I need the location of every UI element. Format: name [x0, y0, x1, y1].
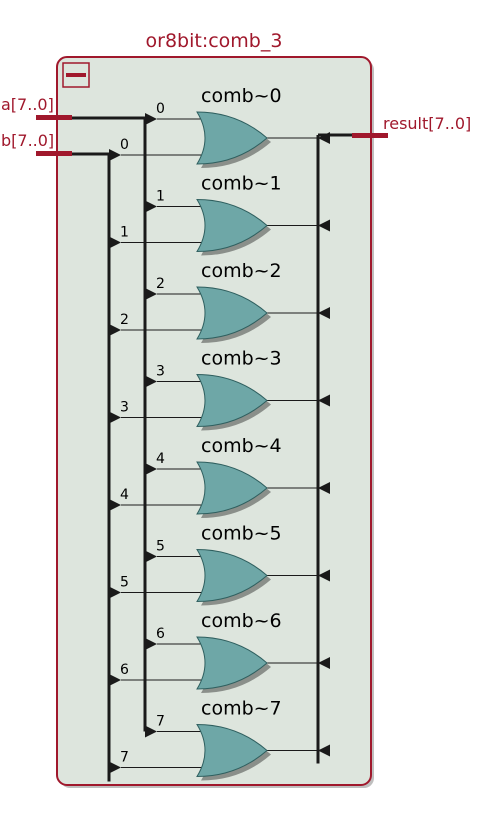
bus-a-tap-arrow — [145, 288, 157, 300]
input-b-bit-label: 0 — [120, 137, 129, 153]
port-result[interactable]: result[7..0] — [352, 114, 471, 138]
port-b-label: b[7..0] — [1, 131, 54, 150]
or-gate-body[interactable] — [196, 286, 268, 340]
minus-icon — [66, 73, 86, 77]
input-a-bit-label: 1 — [156, 189, 165, 205]
gate-name-label: comb~5 — [201, 523, 282, 545]
bus-b-tap-arrow — [109, 411, 121, 424]
bus-a-tap-arrow — [145, 638, 157, 650]
or-gate[interactable] — [196, 461, 271, 518]
block-title: or8bit:comb_3 — [146, 30, 283, 52]
input-b-bit-label: 4 — [120, 487, 129, 503]
port-b-pin[interactable] — [36, 151, 72, 156]
result-bus-arrow — [318, 744, 330, 757]
gates: comb~0 comb~1 comb~2 comb~3 comb~4 comb~5 comb… — [196, 85, 282, 781]
bus-b-tap-arrow — [109, 149, 121, 161]
bus-a-tap-arrow — [145, 463, 157, 475]
port-result-pin[interactable] — [352, 133, 388, 138]
bus-b-tap-arrow — [109, 761, 121, 774]
bus-b-tap-arrow — [109, 499, 121, 511]
input-a-bit-label: 3 — [156, 364, 165, 380]
or-gate-body[interactable] — [196, 723, 268, 778]
gate-name-label: comb~2 — [201, 260, 282, 282]
or-gate-body[interactable] — [196, 111, 268, 165]
or-gate[interactable] — [196, 548, 271, 606]
or-gate[interactable] — [196, 198, 271, 256]
input-a-bit-label: 4 — [156, 451, 165, 467]
result-bus-arrow — [318, 657, 330, 669]
result-bus-arrow — [318, 132, 330, 144]
result-bus-arrow — [318, 307, 330, 319]
port-result-label: result[7..0] — [383, 114, 471, 133]
bus-a-tap-arrow — [145, 550, 157, 563]
bus-a-tap-arrow — [145, 375, 157, 388]
or-gate[interactable] — [196, 373, 271, 431]
input-b-bit-label: 5 — [120, 575, 129, 591]
input-b-bit-label: 7 — [120, 750, 129, 766]
bus-b-tap-arrow — [109, 674, 121, 686]
input-a-bit-label: 5 — [156, 539, 165, 555]
or-gate[interactable] — [196, 723, 271, 781]
input-a-bit-label: 0 — [156, 101, 165, 117]
bus-a-tap-arrow — [145, 113, 157, 125]
or-gate-body[interactable] — [196, 636, 268, 690]
or-gate[interactable] — [196, 286, 271, 343]
result-bus-arrow — [318, 394, 330, 407]
input-b-bit-label: 3 — [120, 400, 129, 416]
or-gate-body[interactable] — [196, 373, 268, 428]
port-a-label: a[7..0] — [1, 95, 54, 114]
input-a-bit-label: 6 — [156, 626, 165, 642]
bus-a-tap-arrow — [145, 200, 157, 213]
port-b[interactable]: b[7..0] — [1, 131, 72, 156]
wires: 0 0 1 1 2 2 3 3 4 4 5 5 6 6 7 7 — [72, 101, 352, 782]
result-bus-arrow — [318, 219, 330, 232]
collapse-button[interactable] — [62, 62, 90, 88]
or-gate-body[interactable] — [196, 198, 268, 253]
input-a-bit-label: 2 — [156, 276, 165, 292]
gate-name-label: comb~7 — [201, 698, 282, 720]
gate-name-label: comb~0 — [201, 85, 282, 107]
input-b-bit-label: 6 — [120, 662, 129, 678]
gate-name-label: comb~3 — [201, 348, 282, 370]
gate-name-label: comb~6 — [201, 610, 282, 632]
or-gate-body[interactable] — [196, 461, 268, 515]
input-b-bit-label: 2 — [120, 312, 129, 328]
bus-b-tap-arrow — [109, 324, 121, 336]
result-bus-arrow — [318, 569, 330, 582]
bus-a-tap-arrow — [145, 725, 157, 738]
gate-name-label: comb~1 — [201, 173, 282, 195]
or-gate[interactable] — [196, 636, 271, 693]
result-bus-arrow — [318, 482, 330, 494]
port-a[interactable]: a[7..0] — [1, 95, 72, 120]
or-gate-body[interactable] — [196, 548, 268, 603]
bus-b-tap-arrow — [109, 236, 121, 249]
gate-name-label: comb~4 — [201, 435, 282, 457]
port-a-pin[interactable] — [36, 115, 72, 120]
bus-b-tap-arrow — [109, 586, 121, 599]
or-gate[interactable] — [196, 111, 271, 168]
input-b-bit-label: 1 — [120, 225, 129, 241]
input-a-bit-label: 7 — [156, 714, 165, 730]
